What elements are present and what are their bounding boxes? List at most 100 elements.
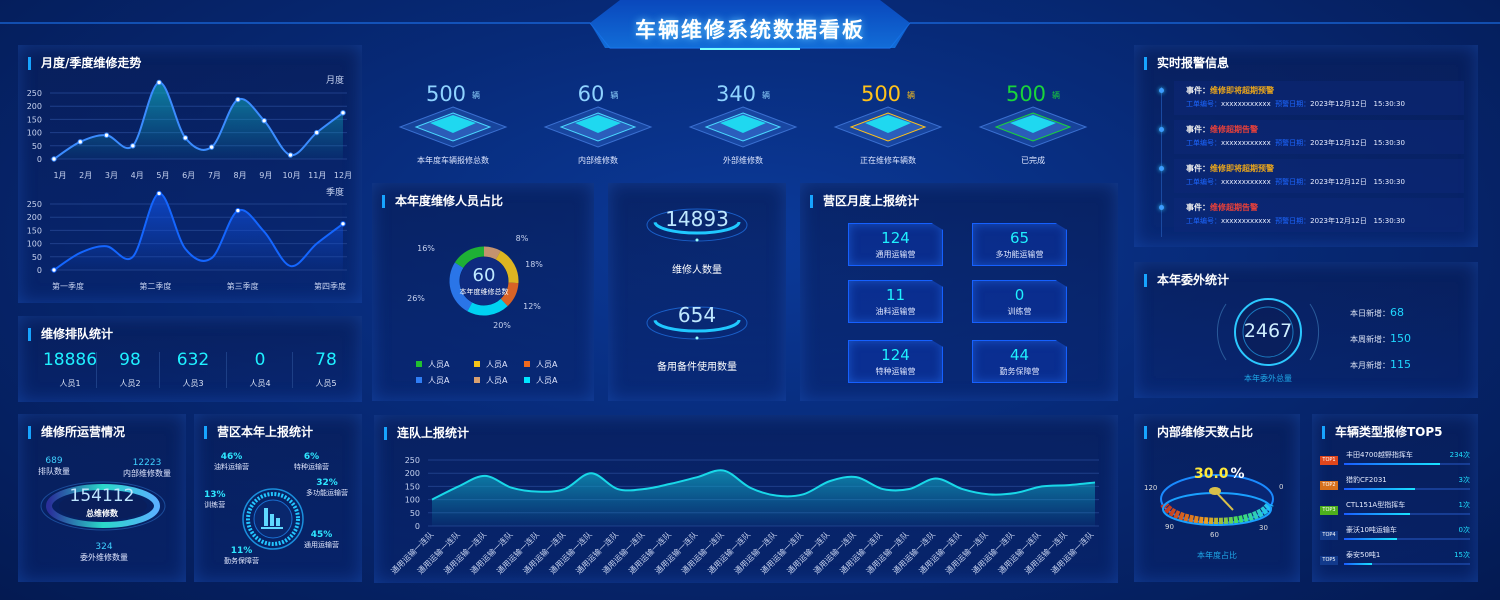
- alert-item[interactable]: 事件：维修即将超期预警 工单编号：xxxxxxxxxxxx 预警日期：2023年1…: [1174, 159, 1464, 193]
- legend-item: 人员A: [524, 375, 557, 386]
- donut-slice[interactable]: [449, 262, 473, 312]
- camp-year-item: 6% 特种运输营: [294, 452, 329, 472]
- alert-meta: 工单编号：xxxxxxxxxxxx 预警日期：2023年12月12日 15:30…: [1186, 99, 1405, 109]
- kpi-number: 60: [577, 82, 605, 106]
- kpi-label: 正在维修车辆数: [860, 156, 916, 165]
- progress-fill: [1344, 488, 1415, 490]
- kpi-label: 外部维修数: [723, 156, 763, 165]
- alert-event: 事件：维修超期告警: [1186, 202, 1258, 213]
- kpi-card: 340 辆 外部维修数: [673, 60, 813, 175]
- data-point[interactable]: [156, 190, 162, 197]
- monthly-chart-label: 月度: [326, 74, 344, 86]
- donut-slice[interactable]: [454, 246, 485, 269]
- ops-outsourced-stat: 324 委外维修数量: [80, 542, 128, 563]
- camp-pct: 13%: [204, 490, 226, 500]
- data-point[interactable]: [208, 144, 215, 150]
- camp-pct: 46%: [220, 452, 243, 462]
- data-point[interactable]: [235, 96, 241, 103]
- date-value: 2023年12月12日: [1310, 217, 1367, 225]
- gauge-unit: %: [1230, 466, 1245, 482]
- legend-item: 人员A: [524, 359, 557, 370]
- x-tick-label: 12月: [334, 171, 352, 180]
- order-key: 工单编号：: [1186, 217, 1221, 225]
- alert-item[interactable]: 事件：维修超期告警 工单编号：xxxxxxxxxxxx 预警日期：2023年12月…: [1174, 120, 1464, 154]
- x-tick-label: 8月: [234, 171, 247, 180]
- time-value: 15:30:30: [1373, 178, 1405, 186]
- progress-bar: [1344, 538, 1470, 540]
- data-point[interactable]: [340, 221, 346, 227]
- squad-line-chart: 050100150200250通用运输一连队通用运输一连队通用运输一连队通用运输…: [389, 456, 1099, 576]
- staff-count-value: 14893: [665, 207, 729, 231]
- x-tick-label: 3月: [105, 171, 118, 180]
- vehicle-name: 猎豹CF2031: [1346, 476, 1387, 484]
- donut-slice[interactable]: [467, 298, 508, 316]
- data-point[interactable]: [340, 110, 346, 116]
- event-key: 事件：: [1186, 86, 1210, 95]
- series-line: [53, 192, 344, 271]
- kpi-card: 500 辆 正在维修车辆数: [818, 60, 958, 175]
- progress-bar: [1344, 563, 1470, 565]
- data-point[interactable]: [314, 129, 320, 136]
- camp-month-value: 44: [1009, 346, 1030, 364]
- donut-slice[interactable]: [500, 282, 519, 307]
- stat-label: 委外维修数量: [80, 553, 128, 562]
- donut-slice[interactable]: [495, 250, 519, 284]
- y-tick-label: 150: [27, 115, 42, 124]
- camp-year-item: 32% 多功能运输营: [306, 478, 348, 498]
- row-value: 150: [1390, 332, 1411, 345]
- pedestal-icon: [398, 106, 508, 148]
- donut-slice[interactable]: [483, 246, 501, 260]
- order-key: 工单编号：: [1186, 178, 1221, 186]
- outsourced-ring-graphic: [1216, 298, 1320, 366]
- kpi-value: 60 辆: [528, 82, 668, 106]
- x-tick-label: 第二季度: [139, 281, 171, 291]
- data-point[interactable]: [130, 143, 136, 149]
- parts-count-label: 备用备件使用数量: [657, 362, 737, 373]
- queue-value: 18886: [42, 350, 98, 370]
- alert-item[interactable]: 事件：维修超期告警 工单编号：xxxxxxxxxxxx 预警日期：2023年12月…: [1174, 198, 1464, 232]
- header-frame: [0, 0, 1500, 50]
- camp-month-card: 11 油料运输营: [848, 280, 943, 323]
- camp-label: 通用运输营: [304, 541, 339, 549]
- gauge-value: 30.0%: [1194, 466, 1245, 482]
- data-point[interactable]: [103, 132, 110, 138]
- kpi-unit: 辆: [762, 90, 771, 100]
- data-point[interactable]: [156, 79, 162, 86]
- camp-month-card: 0 训练营: [972, 280, 1067, 323]
- data-point[interactable]: [287, 152, 294, 158]
- legend-swatch: [524, 361, 530, 367]
- date-key: 预警日期：: [1275, 100, 1311, 108]
- ops-total-label: 总维修数: [86, 509, 118, 518]
- rank-badge: TOP4: [1320, 531, 1338, 540]
- legend-item: 人员A: [416, 375, 449, 386]
- alert-item[interactable]: 事件：维修即将超期预警工单编号：xxxxxxxxxxxx 预警日期：2023年1…: [1174, 81, 1464, 115]
- page-title: 车辆维修系统数据看板: [635, 18, 865, 42]
- camp-year-panel: 营区本年上报统计 46% 油料运输营 6% 特种运输营 32% 多功能运输营 13% 训练营 4…: [194, 414, 362, 582]
- data-point[interactable]: [77, 139, 83, 145]
- gauge-number: 30.0: [1194, 466, 1229, 482]
- stat-value: 12223: [132, 458, 162, 468]
- data-point[interactable]: [182, 135, 189, 141]
- queue-stat: 98 人员2: [100, 350, 160, 389]
- event-text: 维修即将超期预警: [1210, 86, 1274, 95]
- ops-internal-stat: 12223 内部维修数量: [123, 458, 171, 479]
- staff-count-label: 维修人数量: [672, 265, 722, 276]
- staff-ratio-panel: 本年度维修人员占比 8% 18% 12% 20% 26% 16% 60 本年度维修总数 人…: [372, 183, 594, 401]
- y-tick-label: 200: [405, 469, 420, 478]
- queue-stat: 632 人员3: [163, 350, 223, 389]
- row-label: 本周新增：: [1350, 335, 1390, 344]
- data-point[interactable]: [261, 118, 267, 124]
- kpi-unit: 辆: [907, 90, 916, 100]
- camp-month-value: 11: [885, 286, 906, 304]
- data-point[interactable]: [51, 156, 57, 162]
- time-value: 15:30:30: [1373, 217, 1405, 225]
- data-point[interactable]: [235, 207, 241, 214]
- camp-month-label: 特种运输营: [875, 367, 916, 376]
- date-value: 2023年12月12日: [1310, 178, 1367, 186]
- y-tick-label: 0: [37, 155, 42, 164]
- x-tick-label: 6月: [182, 171, 195, 180]
- camp-year-item: 11% 勤务保障营: [224, 546, 259, 566]
- event-key: 事件：: [1186, 203, 1210, 212]
- data-point[interactable]: [51, 267, 57, 273]
- legend-label: 人员A: [486, 360, 508, 369]
